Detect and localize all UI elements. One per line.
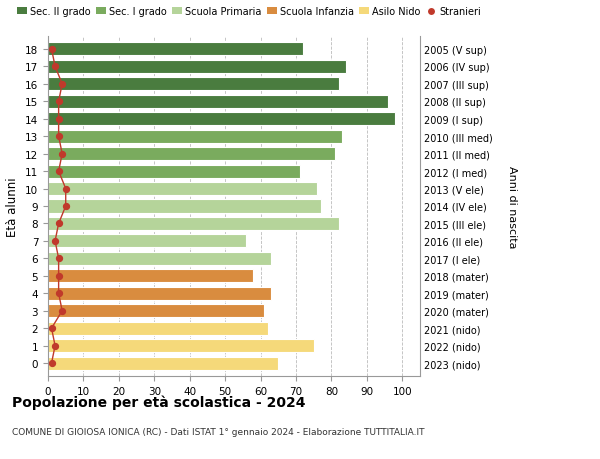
Point	[50, 238, 60, 245]
Point	[58, 81, 67, 88]
Y-axis label: Età alunni: Età alunni	[7, 177, 19, 236]
Text: COMUNE DI GIOIOSA IONICA (RC) - Dati ISTAT 1° gennaio 2024 - Elaborazione TUTTIT: COMUNE DI GIOIOSA IONICA (RC) - Dati IST…	[12, 427, 425, 436]
Point	[47, 46, 56, 53]
Point	[61, 185, 71, 193]
Bar	[48, 235, 247, 248]
Bar	[48, 304, 264, 318]
Bar	[48, 339, 314, 353]
Text: Popolazione per età scolastica - 2024: Popolazione per età scolastica - 2024	[12, 395, 305, 409]
Bar	[48, 270, 253, 283]
Bar	[48, 165, 299, 178]
Bar	[48, 95, 388, 109]
Bar	[48, 78, 338, 91]
Point	[47, 325, 56, 332]
Point	[54, 255, 64, 263]
Bar	[48, 183, 317, 196]
Bar	[48, 218, 338, 230]
Bar	[48, 148, 335, 161]
Point	[54, 273, 64, 280]
Point	[54, 133, 64, 140]
Point	[58, 308, 67, 315]
Point	[54, 220, 64, 228]
Point	[50, 63, 60, 71]
Point	[61, 203, 71, 210]
Point	[54, 168, 64, 175]
Bar	[48, 61, 346, 74]
Point	[54, 116, 64, 123]
Bar	[48, 357, 278, 370]
Bar	[48, 252, 271, 265]
Bar	[48, 287, 271, 300]
Legend: Sec. II grado, Sec. I grado, Scuola Primaria, Scuola Infanzia, Asilo Nido, Stran: Sec. II grado, Sec. I grado, Scuola Prim…	[17, 7, 481, 17]
Point	[54, 290, 64, 297]
Point	[54, 98, 64, 106]
Bar	[48, 130, 342, 143]
Point	[58, 151, 67, 158]
Y-axis label: Anni di nascita: Anni di nascita	[507, 165, 517, 248]
Point	[50, 342, 60, 350]
Bar	[48, 113, 395, 126]
Bar	[48, 200, 321, 213]
Point	[47, 360, 56, 367]
Bar	[48, 43, 303, 56]
Bar	[48, 322, 268, 335]
